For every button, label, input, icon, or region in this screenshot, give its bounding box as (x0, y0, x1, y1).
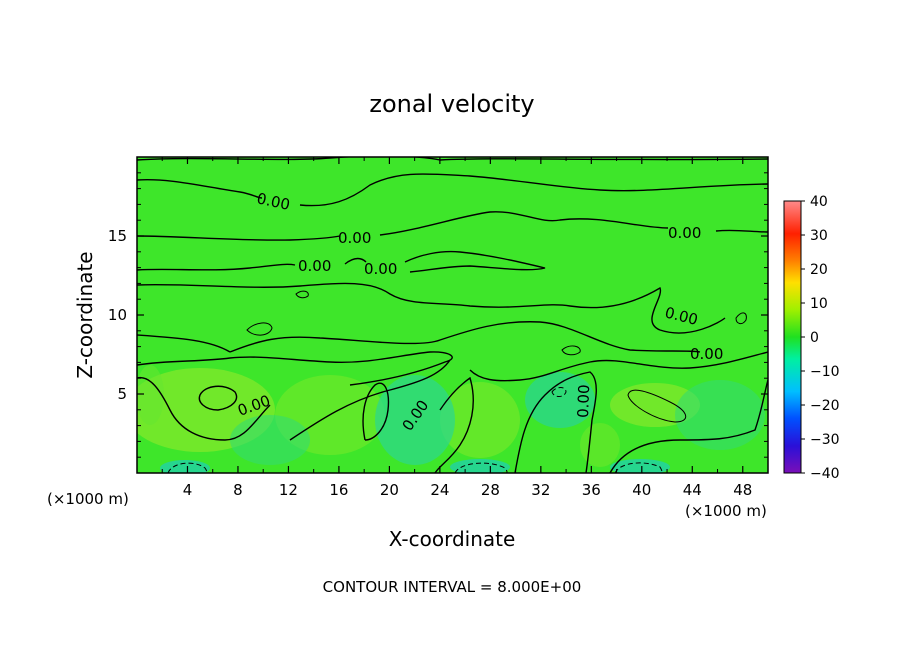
field-blob-negative (160, 460, 210, 473)
contour-line (137, 211, 768, 241)
colorbar-tick-label: −20 (810, 398, 840, 414)
field-blob-negative (525, 372, 595, 428)
contour-line (198, 385, 238, 411)
contour-label: 0.00 (668, 224, 701, 242)
contour-line (551, 387, 567, 397)
x-tick-label: 16 (329, 481, 348, 499)
x-tick-label: 32 (531, 481, 550, 499)
contour-label: 0.00 (690, 345, 723, 363)
contour-line (137, 282, 726, 334)
x-unit-right: (×1000 m) (685, 502, 767, 520)
contour-label: 0.00 (338, 229, 371, 247)
x-tick-label: 20 (380, 481, 399, 499)
contour-line (137, 173, 768, 207)
x-tick-label: 8 (233, 481, 243, 499)
y-tick-label: 15 (108, 227, 127, 245)
colorbar-gradient (783, 200, 802, 474)
x-axis: 4 8 12 16 20 24 28 32 36 40 44 48 (161, 157, 752, 499)
field-blob-negative (675, 380, 765, 450)
contour-line (609, 379, 768, 473)
x-tick-label: 12 (279, 481, 298, 499)
colorbar-tick-label: 30 (810, 228, 828, 244)
colorbar-tick-label: −10 (810, 364, 840, 380)
contour-line (246, 322, 273, 336)
colorbar: 40 30 20 10 0 −10 −20 −30 −40 (783, 194, 840, 482)
field-blob-negative (375, 375, 455, 465)
x-tick-label: 40 (632, 481, 651, 499)
contour-line (561, 345, 581, 356)
contour-line (434, 376, 474, 473)
contour-line (137, 351, 768, 441)
colorbar-tick-label: −40 (810, 466, 840, 482)
x-tick-label: 24 (430, 481, 449, 499)
colorbar-tick-label: −30 (810, 432, 840, 448)
x-axis-label: X-coordinate (389, 527, 516, 551)
field-blob-negative (230, 415, 310, 465)
colorbar-tick-label: 10 (810, 296, 828, 312)
y-axis: 5 10 15 (108, 172, 768, 458)
field-blob-negative (610, 459, 670, 473)
colorbar-tick-label: 0 (810, 330, 819, 346)
field-blob-negative (137, 365, 164, 425)
x-tick-label: 28 (481, 481, 500, 499)
contour-line (735, 312, 747, 325)
contour-label: 0.00 (574, 384, 593, 418)
contour-line (137, 250, 546, 273)
contour-label: 0.00 (298, 257, 331, 275)
contour-line (362, 382, 390, 441)
colorbar-ticks: 40 30 20 10 0 −10 −20 −30 −40 (801, 194, 840, 482)
chart-title: zonal velocity (369, 90, 534, 118)
field-blob-positive (440, 382, 520, 458)
contour-line (137, 321, 701, 353)
x-unit-left: (×1000 m) (47, 490, 129, 508)
contour-line (289, 359, 451, 441)
contour-label: 0.00 (364, 260, 397, 278)
x-tick-label: 44 (683, 481, 702, 499)
contour-line (627, 389, 687, 423)
x-tick-label: 36 (582, 481, 601, 499)
colorbar-tick-label: 40 (810, 194, 828, 210)
x-tick-label: 48 (733, 481, 752, 499)
y-tick-label: 10 (108, 306, 127, 324)
y-axis-label: Z-coordinate (73, 251, 97, 378)
velocity-field: 0.00 0.00 0.00 0.00 0.00 0.00 0.00 0.00 … (137, 157, 768, 473)
contour-line (514, 371, 597, 473)
contour-line (295, 290, 309, 299)
x-tick-label: 4 (183, 481, 193, 499)
field-blob-positive (580, 423, 620, 467)
contour-line (137, 351, 453, 386)
contour-interval-text: CONTOUR INTERVAL = 8.000E+00 (323, 578, 582, 596)
y-tick-label: 5 (117, 385, 127, 403)
colorbar-tick-label: 20 (810, 262, 828, 278)
contour-line (167, 462, 208, 473)
contour-line (614, 462, 663, 473)
